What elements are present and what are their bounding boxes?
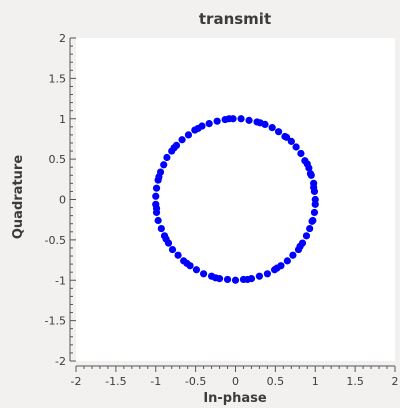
data-point — [237, 115, 244, 122]
data-point — [178, 136, 185, 143]
data-point — [214, 118, 221, 125]
y-tick-label: -0.5 — [45, 234, 66, 247]
data-point — [163, 235, 170, 242]
x-tick-label: 2 — [392, 375, 399, 388]
x-tick-label: -1.5 — [105, 375, 126, 388]
data-point — [155, 173, 162, 180]
data-point — [206, 120, 213, 127]
x-tick-label: 1 — [312, 375, 319, 388]
x-tick-label: -2 — [71, 375, 82, 388]
chart-title: transmit — [199, 10, 271, 28]
data-point — [158, 225, 165, 232]
data-point — [160, 161, 167, 168]
x-tick-label: 0.5 — [267, 375, 285, 388]
x-axis-label: In-phase — [203, 391, 267, 406]
data-point — [308, 218, 315, 225]
data-point — [170, 144, 177, 151]
x-tick-label: 1.5 — [346, 375, 364, 388]
data-point — [174, 252, 181, 259]
data-point — [256, 273, 263, 280]
plot-area — [76, 38, 395, 361]
data-point — [283, 134, 290, 141]
data-point — [304, 160, 311, 167]
data-point — [293, 143, 300, 150]
data-point — [183, 260, 190, 267]
data-point — [303, 232, 310, 239]
data-point — [163, 154, 170, 161]
data-point — [194, 125, 201, 132]
data-point — [310, 184, 317, 191]
data-point — [244, 276, 251, 283]
data-point — [200, 270, 207, 277]
data-point — [193, 266, 200, 273]
y-tick-label: -2 — [55, 355, 66, 368]
data-point — [153, 185, 160, 192]
y-tick-label: 2 — [59, 32, 66, 45]
x-tick-label: -0.5 — [185, 375, 206, 388]
data-point — [264, 270, 271, 277]
data-point — [307, 170, 314, 177]
data-point — [226, 115, 233, 122]
data-point — [306, 225, 313, 232]
data-point — [212, 274, 219, 281]
y-tick-label: -1 — [55, 274, 66, 287]
y-tick-label: 0 — [59, 194, 66, 207]
x-tick-label: -1 — [150, 375, 161, 388]
y-tick-label: 1 — [59, 113, 66, 126]
data-point — [185, 131, 192, 138]
data-point — [275, 128, 282, 135]
data-point — [169, 246, 176, 253]
data-point — [311, 209, 318, 216]
data-point — [296, 243, 303, 250]
data-point — [273, 265, 280, 272]
data-point — [297, 150, 304, 157]
data-point — [245, 117, 252, 124]
data-point — [224, 276, 231, 283]
data-point — [257, 119, 264, 126]
y-tick-label: 1.5 — [49, 72, 67, 85]
data-point — [153, 205, 160, 212]
data-point — [232, 277, 239, 284]
data-point — [312, 201, 319, 208]
data-point — [289, 252, 296, 259]
y-axis-label: Quadrature — [11, 155, 26, 239]
data-point — [269, 124, 276, 131]
x-tick-label: 0 — [232, 375, 239, 388]
data-point — [152, 193, 159, 200]
data-point — [284, 257, 291, 264]
y-tick-label: -1.5 — [45, 315, 66, 328]
y-tick-label: 0.5 — [49, 153, 67, 166]
data-point — [155, 217, 162, 224]
